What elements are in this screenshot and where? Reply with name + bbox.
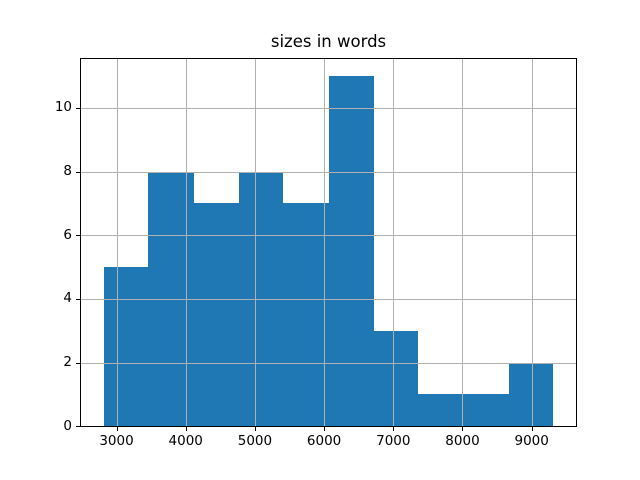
histogram-bar bbox=[283, 203, 329, 427]
y-tick-label: 10 bbox=[54, 99, 72, 116]
x-tick-mark bbox=[393, 427, 395, 432]
horizontal-gridline bbox=[81, 235, 576, 237]
y-tick-mark bbox=[76, 362, 80, 364]
y-tick-label: 8 bbox=[63, 163, 72, 180]
x-tick-mark bbox=[116, 427, 118, 432]
chart-title: sizes in words bbox=[270, 32, 387, 51]
x-tick-mark bbox=[531, 427, 533, 432]
y-tick-mark bbox=[76, 107, 80, 109]
x-tick-label: 7000 bbox=[376, 433, 411, 450]
x-tick-label: 3000 bbox=[99, 433, 134, 450]
histogram-bar bbox=[508, 362, 554, 427]
histogram-bar bbox=[193, 203, 239, 427]
x-tick-label: 6000 bbox=[306, 433, 342, 450]
histogram-bar bbox=[418, 394, 464, 427]
x-tick-label: 5000 bbox=[237, 433, 273, 450]
y-tick-label: 6 bbox=[63, 226, 72, 243]
plot-area bbox=[80, 57, 577, 428]
y-tick-label: 0 bbox=[63, 417, 72, 434]
x-tick-label: 4000 bbox=[168, 433, 203, 450]
histogram-bar bbox=[103, 267, 149, 427]
y-tick-label: 2 bbox=[63, 354, 72, 371]
histogram-bar bbox=[463, 394, 509, 427]
x-tick-mark bbox=[254, 427, 256, 432]
vertical-gridline bbox=[116, 58, 118, 427]
vertical-gridline bbox=[393, 58, 395, 427]
horizontal-gridline bbox=[81, 298, 576, 300]
y-tick-mark bbox=[76, 171, 80, 173]
histogram-bar bbox=[373, 330, 419, 427]
y-tick-mark bbox=[76, 426, 80, 428]
y-tick-label: 4 bbox=[63, 290, 72, 307]
x-tick-mark bbox=[324, 427, 326, 432]
horizontal-gridline bbox=[81, 362, 576, 364]
x-tick-label: 9000 bbox=[514, 433, 549, 450]
x-tick-mark bbox=[462, 427, 464, 432]
horizontal-gridline bbox=[81, 107, 576, 109]
vertical-gridline bbox=[324, 58, 326, 427]
y-tick-mark bbox=[76, 298, 80, 300]
x-tick-mark bbox=[185, 427, 187, 432]
histogram-bar bbox=[328, 76, 374, 427]
vertical-gridline bbox=[254, 58, 256, 427]
y-tick-mark bbox=[76, 235, 80, 237]
x-tick-label: 8000 bbox=[445, 433, 480, 450]
vertical-gridline bbox=[185, 58, 187, 427]
horizontal-gridline bbox=[81, 171, 576, 173]
vertical-gridline bbox=[531, 58, 533, 427]
vertical-gridline bbox=[462, 58, 464, 427]
